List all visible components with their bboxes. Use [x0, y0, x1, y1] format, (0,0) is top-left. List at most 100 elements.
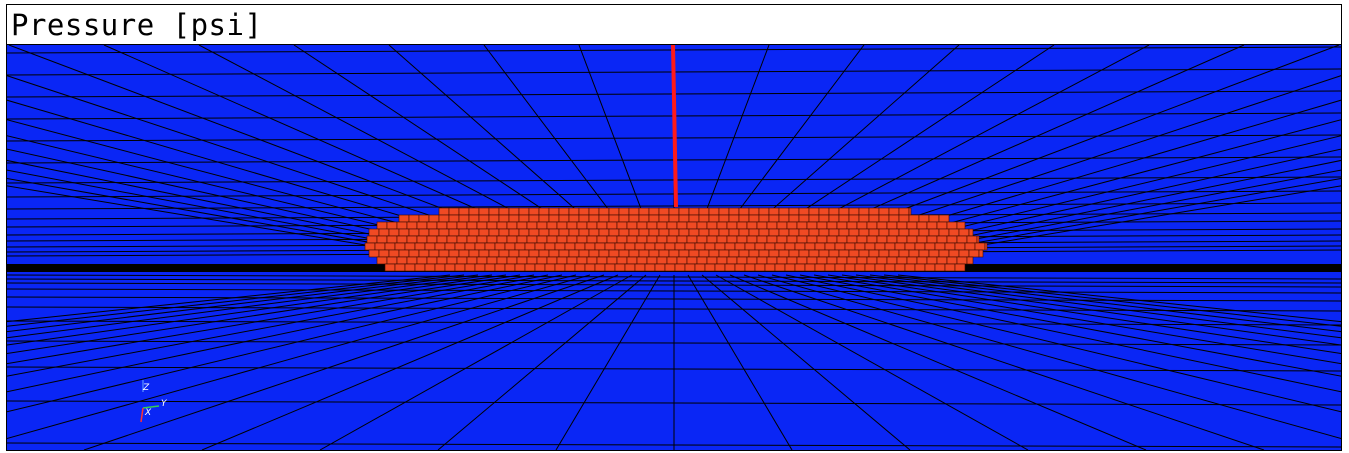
- reservoir-cell: [836, 256, 848, 265]
- reservoir-cell: [558, 207, 570, 216]
- reservoir-cell: [898, 207, 910, 216]
- reservoir-cell: [744, 242, 756, 251]
- reservoir-cell: [914, 242, 926, 251]
- reservoir-cell: [584, 263, 596, 272]
- reservoir-cell: [776, 235, 788, 244]
- reservoir-cell: [678, 214, 690, 223]
- reservoir-cell: [536, 256, 548, 265]
- reservoir-cell: [516, 256, 528, 265]
- reservoir-cell: [746, 235, 758, 244]
- reservoir-cell: [588, 214, 600, 223]
- reservoir-cell: [606, 256, 618, 265]
- reservoir-cell: [966, 235, 978, 244]
- 3d-viewport[interactable]: Z Y X: [7, 45, 1341, 450]
- reservoir-cell: [844, 263, 856, 272]
- reservoir-cell: [924, 263, 936, 272]
- reservoir-cell: [548, 207, 560, 216]
- reservoir-cell: [396, 221, 408, 230]
- reservoir-cell: [728, 214, 740, 223]
- reservoir-cell: [878, 214, 890, 223]
- reservoir-cell: [796, 256, 808, 265]
- reservoir-cell: [848, 249, 860, 258]
- reservoir-cell: [936, 221, 948, 230]
- reservoir-cell: [776, 221, 788, 230]
- reservoir-cell: [426, 221, 438, 230]
- reservoir-cell: [698, 207, 710, 216]
- reservoir-cell: [696, 221, 708, 230]
- reservoir-cell: [538, 249, 550, 258]
- grid-line: [7, 282, 1341, 288]
- reservoir-cell: [596, 221, 608, 230]
- reservoir-cell: [638, 214, 650, 223]
- reservoir-cell: [724, 242, 736, 251]
- reservoir-cell: [954, 242, 966, 251]
- reservoir-cell: [438, 249, 450, 258]
- reservoir-cell: [976, 235, 980, 244]
- reservoir-cell: [518, 214, 530, 223]
- reservoir-cell: [686, 256, 698, 265]
- reservoir-cell: [484, 242, 496, 251]
- reservoir-cell: [448, 214, 460, 223]
- grid-line: [7, 135, 521, 260]
- reservoir-cell: [406, 256, 418, 265]
- grid-line: [799, 274, 1341, 377]
- reservoir-cell: [886, 235, 898, 244]
- reservoir-cell: [668, 228, 680, 237]
- reservoir-cell: [868, 207, 880, 216]
- reservoir-cell: [588, 228, 600, 237]
- reservoir-cell: [968, 228, 974, 237]
- reservoir-cell: [466, 221, 478, 230]
- axis-triad[interactable]: Z Y X: [140, 380, 168, 423]
- x-axis-line: [140, 407, 144, 423]
- reservoir-cell: [748, 207, 760, 216]
- reservoir-cell: [818, 207, 830, 216]
- reservoir-cell: [658, 228, 670, 237]
- reservoir-cell: [938, 214, 950, 223]
- reservoir-cell: [938, 249, 950, 258]
- reservoir-cell: [814, 242, 826, 251]
- reservoir-cell: [498, 207, 510, 216]
- reservoir-cell: [648, 228, 660, 237]
- reservoir-cell: [898, 214, 910, 223]
- reservoir-cell: [888, 249, 900, 258]
- reservoir-cell: [494, 263, 506, 272]
- reservoir-cell: [496, 221, 508, 230]
- reservoir-cell: [958, 249, 970, 258]
- grid-line: [841, 148, 1341, 260]
- reservoir-cell: [608, 207, 620, 216]
- reservoir-cell: [544, 242, 556, 251]
- reservoir-cell: [878, 249, 890, 258]
- reservoir-cell: [728, 249, 740, 258]
- reservoir-cell: [498, 228, 510, 237]
- reservoir-cell: [678, 228, 690, 237]
- reservoir-cell: [744, 263, 756, 272]
- reservoir-cell: [416, 256, 428, 265]
- reservoir-cell: [416, 235, 428, 244]
- reservoir-cell: [378, 249, 390, 258]
- reservoir-cell: [834, 263, 846, 272]
- reservoir-cell: [526, 235, 538, 244]
- reservoir-cell: [926, 256, 938, 265]
- reservoir-cell: [918, 249, 930, 258]
- reservoir-cell: [758, 228, 770, 237]
- reservoir-cell: [888, 214, 900, 223]
- reservoir-cell: [756, 235, 768, 244]
- grid-line: [743, 274, 1265, 450]
- reservoir-cell: [736, 235, 748, 244]
- reservoir-cell: [448, 228, 460, 237]
- reservoir-cell: [888, 228, 900, 237]
- reservoir-cell: [836, 221, 848, 230]
- reservoir-cell: [498, 214, 510, 223]
- grid-line: [869, 274, 1341, 333]
- reservoir-cell: [474, 263, 486, 272]
- reservoir-cell: [854, 242, 866, 251]
- reservoir-cell: [844, 242, 856, 251]
- page-title: Pressure [psi]: [11, 8, 263, 42]
- reservoir-cell: [578, 228, 590, 237]
- reservoir-cell: [594, 263, 606, 272]
- grid-line: [437, 274, 647, 450]
- reservoir-cell: [904, 263, 916, 272]
- reservoir-cell: [706, 256, 718, 265]
- reservoir-cell: [546, 256, 558, 265]
- reservoir-cell: [708, 214, 720, 223]
